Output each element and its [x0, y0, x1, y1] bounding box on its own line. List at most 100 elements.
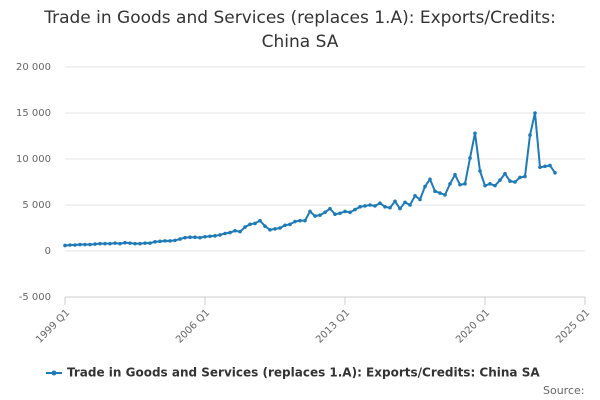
data-point — [188, 235, 192, 239]
data-point — [488, 182, 492, 186]
x-tick-label: 2006 Q1 — [174, 307, 212, 345]
y-tick-label: 5 000 — [22, 200, 51, 211]
data-point — [88, 242, 92, 247]
data-point — [388, 205, 392, 210]
data-point — [238, 229, 242, 234]
data-point — [348, 210, 352, 215]
data-point — [353, 207, 357, 212]
data-point — [163, 239, 167, 243]
data-point — [528, 133, 532, 137]
data-point — [403, 200, 407, 205]
data-point — [153, 240, 157, 244]
data-point — [343, 209, 347, 214]
data-point — [193, 235, 197, 239]
y-tick-label: 15 000 — [16, 108, 51, 119]
series-line — [64, 112, 556, 247]
data-point — [533, 111, 537, 115]
data-point — [498, 178, 502, 182]
data-point — [113, 241, 117, 245]
x-tick-label: 1999 Q1 — [34, 307, 72, 345]
data-point — [93, 242, 97, 246]
data-point — [288, 222, 292, 227]
data-point — [413, 194, 417, 198]
y-tick-label: 20 000 — [16, 62, 51, 73]
data-point — [273, 227, 277, 231]
data-point — [168, 239, 172, 243]
y-tick-label: -5 000 — [19, 292, 51, 303]
data-point — [98, 241, 102, 246]
data-point — [553, 171, 557, 175]
data-point — [148, 241, 152, 245]
legend-marker — [51, 370, 57, 376]
y-tick-label: 10 000 — [16, 154, 51, 165]
data-point — [423, 184, 427, 189]
x-tick-label: 2013 Q1 — [314, 307, 352, 345]
data-point — [518, 175, 522, 180]
data-point — [228, 230, 232, 235]
data-point — [208, 234, 212, 239]
data-point — [383, 205, 387, 209]
data-point — [473, 131, 477, 136]
data-point — [73, 243, 77, 247]
y-tick-label: 0 — [45, 246, 51, 257]
data-point — [358, 205, 362, 209]
data-point — [428, 177, 432, 182]
data-point — [538, 165, 542, 170]
data-point — [158, 239, 162, 244]
legend-label: Trade in Goods and Services (replaces 1.… — [67, 366, 540, 380]
data-point — [453, 172, 457, 177]
data-point — [83, 242, 87, 247]
data-point — [223, 231, 227, 236]
data-point — [503, 171, 507, 176]
data-point — [463, 182, 467, 186]
data-point — [483, 183, 487, 188]
data-point — [543, 164, 547, 169]
data-point — [138, 241, 142, 246]
data-point — [253, 221, 257, 226]
data-point — [218, 233, 222, 237]
data-point — [433, 189, 437, 193]
data-point — [478, 169, 482, 173]
data-point — [303, 218, 307, 223]
data-point — [213, 234, 217, 238]
data-point — [523, 174, 527, 179]
data-point — [248, 222, 252, 227]
data-point — [203, 234, 207, 239]
data-point — [493, 183, 497, 188]
data-point — [438, 191, 442, 195]
data-point — [128, 241, 132, 245]
data-point — [548, 163, 552, 168]
data-point — [108, 241, 112, 246]
data-point — [448, 182, 452, 186]
data-point — [323, 210, 327, 215]
data-point — [103, 241, 107, 246]
data-point — [183, 235, 187, 240]
data-point — [233, 228, 237, 233]
data-point — [258, 218, 262, 223]
data-point — [338, 211, 342, 216]
data-point — [173, 238, 177, 243]
data-point — [263, 224, 267, 228]
data-point — [373, 204, 377, 208]
source: Source: — [543, 384, 585, 397]
chart-title: Trade in Goods and Services (replaces 1.… — [44, 8, 556, 52]
data-point — [143, 241, 147, 245]
data-point — [278, 226, 282, 230]
data-point — [393, 199, 397, 204]
data-point — [178, 237, 182, 241]
data-point — [133, 241, 137, 246]
data-point — [243, 225, 247, 229]
data-point — [513, 180, 517, 184]
data-point — [123, 240, 127, 245]
data-point — [63, 243, 67, 248]
x-tick-label: 2025 Q1 — [554, 307, 592, 345]
data-point — [443, 193, 447, 197]
data-point — [508, 179, 512, 183]
data-point — [468, 156, 472, 160]
data-point — [268, 228, 272, 232]
data-point — [118, 241, 122, 246]
data-point — [283, 223, 287, 228]
data-point — [398, 206, 402, 211]
